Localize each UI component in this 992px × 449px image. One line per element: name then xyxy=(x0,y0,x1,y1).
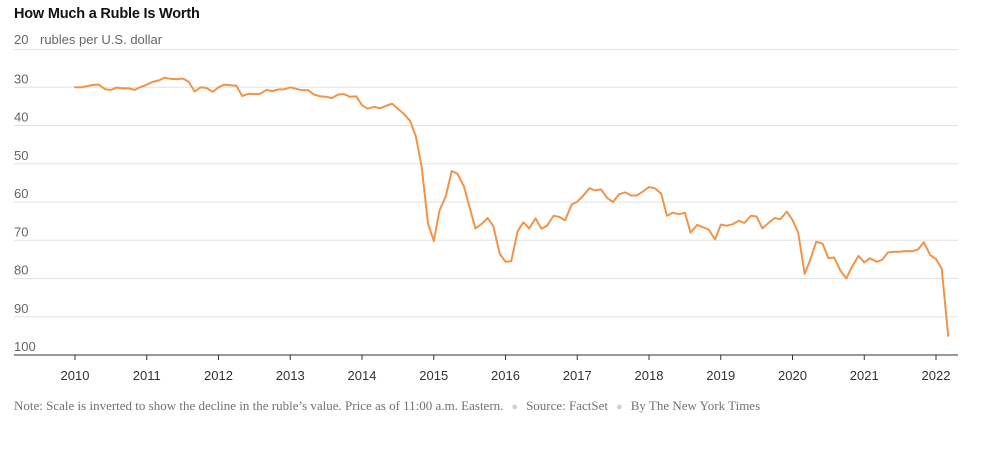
y-tick-labels: 30 40 50 60 70 80 90 100 20 xyxy=(14,32,36,354)
y-tick-label: 60 xyxy=(14,186,28,201)
x-tick-label: 2010 xyxy=(61,368,90,383)
chart-footer: Note: Scale is inverted to show the decl… xyxy=(14,398,760,414)
footer-note: Note: Scale is inverted to show the decl… xyxy=(14,398,504,413)
x-tick-label: 2017 xyxy=(563,368,592,383)
y-tick-label: 80 xyxy=(14,263,28,278)
footer-source: Source: FactSet xyxy=(526,398,609,413)
series-layer xyxy=(74,76,950,337)
footer-credit: By The New York Times xyxy=(630,398,761,413)
x-tick-label: 2020 xyxy=(778,368,807,383)
x-tick-label: 2011 xyxy=(133,368,161,383)
x-tick-label: 2022 xyxy=(922,368,951,383)
x-tick-label: 2018 xyxy=(635,368,664,383)
x-tick-label: 2021 xyxy=(850,368,879,383)
x-tick-label: 2019 xyxy=(706,368,735,383)
x-tick-label: 2012 xyxy=(204,368,233,383)
footer-separator: ● xyxy=(616,401,623,413)
y-tick-label: 30 xyxy=(14,71,28,86)
x-tick-label: 2014 xyxy=(348,368,377,383)
x-tick-label: 2015 xyxy=(419,368,448,383)
x-tick-label: 2013 xyxy=(276,368,305,383)
y-axis-label: rubles per U.S. dollar xyxy=(40,32,163,47)
x-axis: 2010 2011 2012 2013 2014 2015 2016 2017 2018 2019… xyxy=(14,354,958,383)
y-tick-label: 20 xyxy=(14,32,28,47)
footer-separator: ● xyxy=(511,401,519,413)
x-tick-label: 2016 xyxy=(491,368,520,383)
y-tick-label: 50 xyxy=(14,148,28,163)
y-tick-label: 90 xyxy=(14,301,28,316)
chart-title: How Much a Ruble Is Worth xyxy=(14,6,200,22)
series-line xyxy=(74,76,950,337)
gridlines xyxy=(14,49,958,318)
y-tick-label: 100 xyxy=(14,339,36,354)
y-tick-label: 40 xyxy=(14,110,28,125)
y-tick-label: 70 xyxy=(14,224,28,239)
